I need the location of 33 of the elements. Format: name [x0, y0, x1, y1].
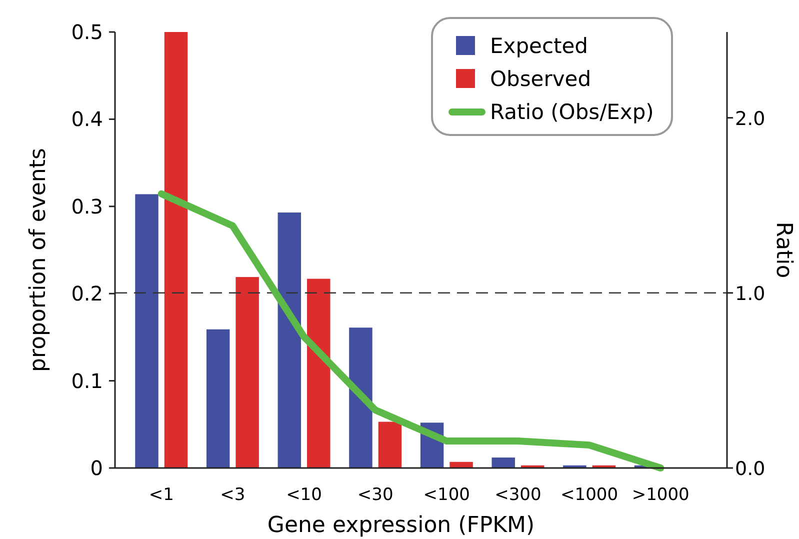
y-tick-label: 0	[90, 456, 103, 480]
x-axis-title: Gene expression (FPKM)	[267, 513, 535, 538]
y-tick-label: 0.5	[71, 20, 103, 44]
bar	[450, 462, 473, 468]
y2-tick-label: 1.0	[735, 282, 766, 305]
bar	[349, 328, 372, 468]
y-tick-label: 0.1	[71, 368, 103, 393]
legend-label: Observed	[490, 67, 592, 91]
x-tick-label: <1	[148, 485, 174, 505]
y2-tick-label: 0.0	[735, 458, 766, 480]
bar	[164, 32, 188, 468]
x-tick-label: <3	[220, 485, 246, 505]
legend-label: Ratio (Obs/Exp)	[490, 100, 654, 124]
bar	[307, 278, 330, 468]
y-tick-label: 0.3	[71, 194, 103, 218]
x-tick-label: <300	[494, 485, 542, 505]
y2-axis-title: Ratio	[771, 222, 796, 278]
legend-label: Expected	[490, 34, 588, 58]
x-tick-label: <10	[286, 485, 322, 505]
bar	[206, 329, 230, 468]
x-tick-label: <100	[423, 485, 470, 505]
bar	[278, 212, 302, 468]
bar	[236, 277, 259, 468]
x-tick-label: >1000	[632, 485, 690, 505]
bar	[378, 422, 402, 468]
y-axis-title: proportion of events	[26, 148, 51, 372]
bar	[492, 458, 515, 468]
y-tick-label: 0.4	[71, 107, 103, 132]
y2-tick-label: 2.0	[735, 108, 766, 130]
bar	[135, 194, 158, 468]
x-tick-label: <30	[357, 485, 394, 505]
y-tick-label: 0.2	[71, 282, 103, 306]
x-tick-label: <1000	[560, 485, 618, 505]
